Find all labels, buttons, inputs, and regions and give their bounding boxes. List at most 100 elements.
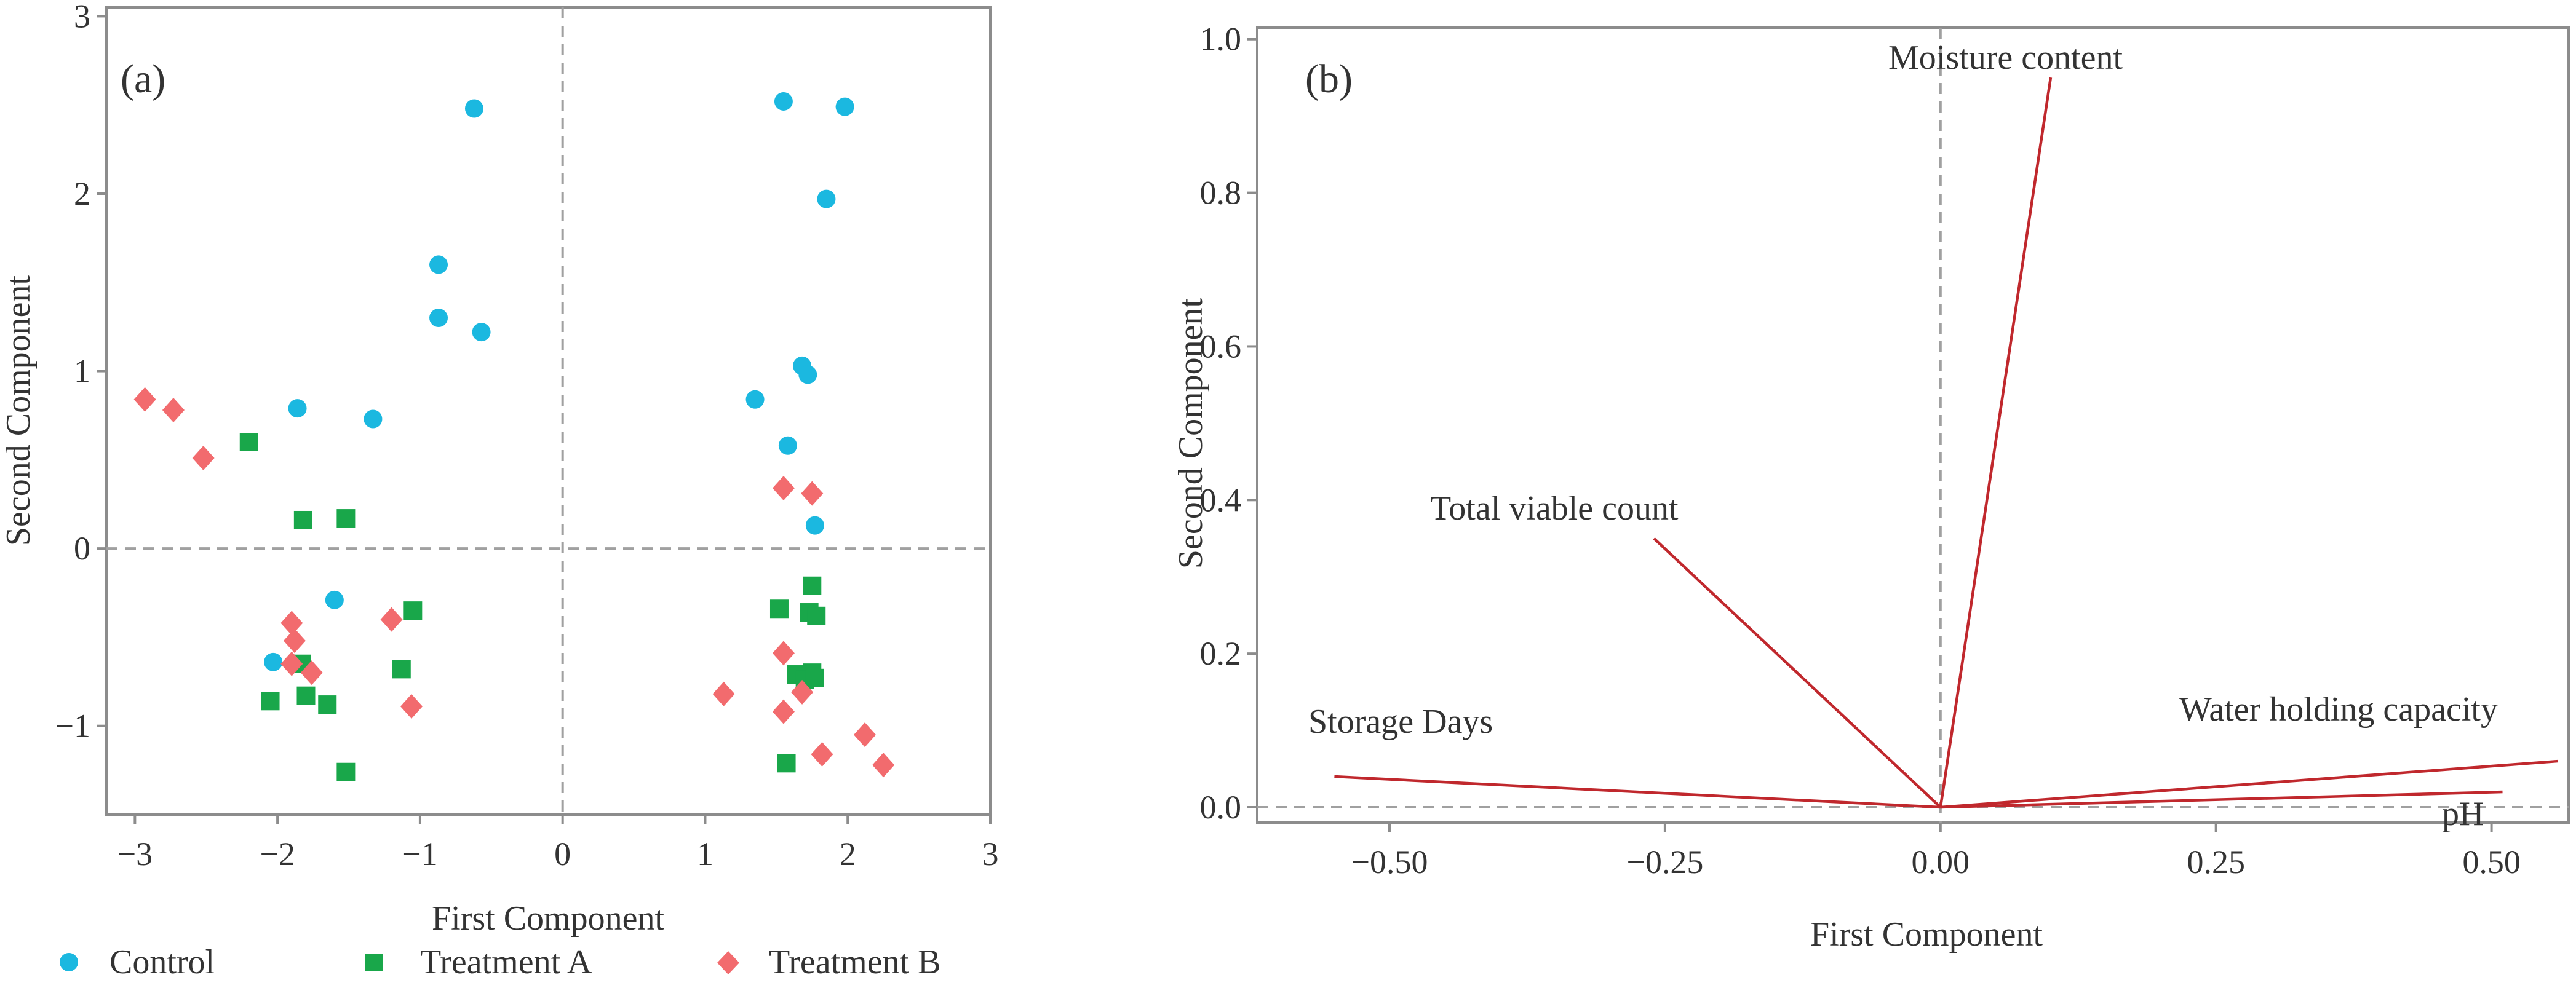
vector-ph bbox=[1940, 790, 2503, 809]
vector-label-water-holding-capacity: Water holding capacity bbox=[2179, 690, 2498, 729]
x-axis-label-b: First Component bbox=[1810, 915, 2043, 954]
point-control-m0p87-1p3 bbox=[429, 309, 448, 327]
point-control-1p58-0p58 bbox=[778, 436, 797, 455]
point-control-m0p87-1p6 bbox=[429, 255, 448, 274]
point-control-1p85-1p97 bbox=[817, 189, 836, 208]
x-tick-label-a: −3 bbox=[117, 836, 153, 872]
vector-label-moisture-content: Moisture content bbox=[1888, 39, 2123, 77]
vector-label-ph: pH bbox=[2442, 795, 2484, 833]
point-treatment-b-1p55-m0p92 bbox=[772, 699, 795, 724]
y-tick-label-b: 0.6 bbox=[1200, 328, 1242, 365]
vector-storage-days bbox=[1334, 775, 1941, 809]
legend-label-treatment-a: Treatment A bbox=[420, 943, 592, 981]
point-treatment-a-m1p65-m0p88 bbox=[318, 695, 337, 714]
point-control-m1p33-0p73 bbox=[364, 409, 383, 429]
point-treatment-b-2p25-m1p22 bbox=[872, 753, 895, 778]
point-treatment-b-1p13-m0p82 bbox=[712, 681, 735, 706]
point-control-1p77-0p13 bbox=[805, 516, 824, 535]
y-ticks-a: −1 0 1 2 3 bbox=[55, 0, 106, 745]
point-treatment-b-m1p06-m0p89 bbox=[400, 694, 423, 719]
point-treatment-a-1p78-m0p38 bbox=[807, 606, 826, 625]
x-tick-label-a: 1 bbox=[697, 836, 714, 872]
legend-label-control: Control bbox=[109, 943, 215, 981]
point-treatment-a-1p52-m0p34 bbox=[769, 599, 789, 619]
y-tick-label-a: 0 bbox=[74, 530, 90, 567]
y-axis-label-b: Second Component bbox=[1172, 298, 1210, 569]
x-tick-label-b: 0.50 bbox=[2462, 844, 2521, 880]
y-tick-label-a: −1 bbox=[55, 708, 90, 745]
vector-label-total-viable-count: Total viable count bbox=[1430, 489, 1679, 528]
point-treatment-a-m2p2-0p6 bbox=[239, 433, 258, 451]
x-tick-label-a: 0 bbox=[554, 836, 571, 872]
panel-label-b: (b) bbox=[1305, 57, 1353, 101]
plot-frame-a bbox=[105, 6, 992, 816]
point-treatment-b-1p82-m1p16 bbox=[811, 741, 833, 767]
point-treatment-b-m1p88-m0p52 bbox=[283, 628, 306, 654]
loading-vectors bbox=[1334, 77, 2558, 809]
point-control-1p72-0p98 bbox=[798, 365, 817, 384]
series-control bbox=[264, 92, 854, 671]
vector-water-holding-capacity bbox=[1940, 759, 2558, 809]
point-control-1p55-2p52 bbox=[774, 92, 793, 111]
reference-lines-a bbox=[106, 7, 990, 815]
point-treatment-b-1p75-0p31 bbox=[801, 481, 824, 506]
point-control-m0p57-1p22 bbox=[472, 323, 491, 342]
point-treatment-a-m1p13-m0p68 bbox=[392, 660, 411, 679]
series-treatment-b bbox=[133, 387, 895, 778]
point-treatment-b-1p55-m0p59 bbox=[772, 641, 795, 666]
x-ticks-a: −3 −2 −1 0 1 2 3 bbox=[117, 815, 999, 872]
legend-marker-control bbox=[60, 953, 78, 971]
y-tick-label-b: 0.8 bbox=[1200, 175, 1242, 211]
point-treatment-b-m1p76-m0p7 bbox=[300, 660, 323, 686]
point-treatment-b-1p55-0p34 bbox=[772, 476, 795, 501]
point-control-m2p03-m0p64 bbox=[264, 652, 283, 671]
y-tick-label-b: 0.4 bbox=[1200, 481, 1242, 518]
x-axis-label-a: First Component bbox=[432, 899, 664, 938]
panel-label-a: (a) bbox=[121, 57, 165, 101]
y-tick-label-b: 0.0 bbox=[1200, 789, 1242, 826]
y-tick-label-b: 1.0 bbox=[1200, 21, 1242, 58]
vector-label-storage-days: Storage Days bbox=[1308, 703, 1493, 741]
plot-frame-b bbox=[1256, 26, 2570, 824]
panel-b: −0.50 −0.25 0.00 0.25 0.50 0.0 0.2 0.4 0.6 0.8 1.… bbox=[1172, 21, 2570, 954]
y-tick-label-a: 2 bbox=[74, 175, 90, 212]
point-treatment-a-m1p52-0p17 bbox=[336, 509, 356, 528]
x-tick-label-a: 2 bbox=[840, 836, 856, 872]
reference-lines-b bbox=[1257, 28, 2569, 823]
point-treatment-b-2p12-m1p05 bbox=[854, 722, 877, 748]
point-control-m0p62-2p48 bbox=[464, 99, 483, 118]
y-axis-label-a: Second Component bbox=[0, 275, 38, 546]
vector-total-viable-count bbox=[1653, 537, 1942, 808]
point-treatment-a-m1p8-m0p83 bbox=[296, 686, 316, 705]
point-control-1p98-2p49 bbox=[835, 97, 854, 116]
y-tick-label-a: 3 bbox=[74, 0, 90, 34]
point-treatment-b-m1p9-m0p42 bbox=[280, 611, 303, 636]
x-tick-label-a: −1 bbox=[402, 836, 437, 872]
point-treatment-a-1p57-m1p21 bbox=[777, 754, 796, 773]
point-treatment-a-1p77-m0p73 bbox=[805, 668, 824, 687]
y-tick-label-a: 1 bbox=[74, 353, 90, 390]
x-tick-label-a: −2 bbox=[260, 836, 295, 872]
point-treatment-a-1p75-m0p21 bbox=[803, 576, 822, 595]
point-treatment-b-m1p9-m0p65 bbox=[280, 651, 303, 676]
point-treatment-a-m1p82-0p16 bbox=[293, 510, 312, 529]
legend: Control Treatment A Treatment B bbox=[60, 943, 940, 981]
y-ticks-b: 0.0 0.2 0.4 0.6 0.8 1.0 bbox=[1200, 21, 1257, 826]
x-tick-label-b: 0.00 bbox=[1912, 844, 1970, 880]
x-ticks-b: −0.50 −0.25 0.00 0.25 0.50 bbox=[1351, 823, 2521, 880]
series-treatment-a bbox=[239, 433, 826, 781]
point-treatment-b-1p68-m0p81 bbox=[791, 679, 814, 705]
point-control-1p35-0p84 bbox=[745, 390, 765, 409]
x-tick-label-b: 0.25 bbox=[2187, 844, 2245, 880]
point-treatment-a-m1p05-m0p35 bbox=[403, 601, 423, 620]
vector-moisture-content bbox=[1939, 77, 2053, 808]
x-tick-label-b: −0.50 bbox=[1351, 844, 1428, 880]
scatter-points bbox=[133, 92, 895, 781]
point-treatment-a-m2p05-m0p86 bbox=[261, 692, 280, 711]
legend-marker-treatment-a bbox=[365, 954, 383, 971]
point-treatment-b-m2p52-0p51 bbox=[192, 445, 215, 470]
point-treatment-a-m1p52-m1p26 bbox=[336, 762, 356, 781]
point-control-m1p6-m0p29 bbox=[325, 590, 344, 609]
